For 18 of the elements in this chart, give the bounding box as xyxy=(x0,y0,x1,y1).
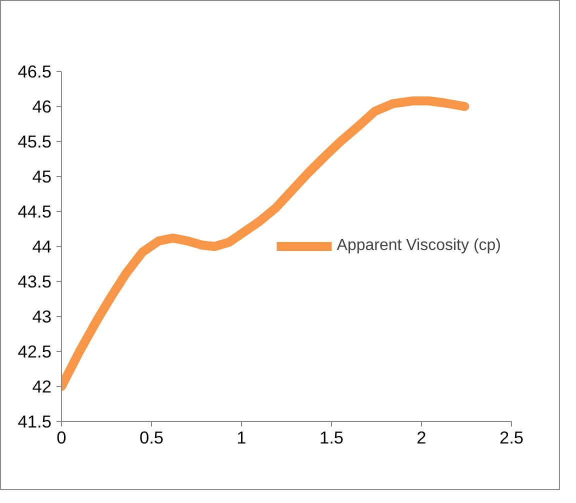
y-tick-label: 43.5 xyxy=(18,272,52,292)
y-tick-label: 43 xyxy=(32,306,52,326)
y-tick-label: 46.5 xyxy=(18,62,52,82)
x-tick-label: 2.5 xyxy=(499,428,524,448)
y-tick-label: 46 xyxy=(32,96,52,116)
x-tick-label: 1.5 xyxy=(319,428,344,448)
x-tick-label: 0.5 xyxy=(139,428,164,448)
y-tick-label: 42.5 xyxy=(18,342,52,362)
y-tick-label: 41.5 xyxy=(18,412,52,432)
x-tick-label: 0 xyxy=(56,428,66,448)
x-tick-label: 2 xyxy=(416,428,426,448)
y-tick-label: 42 xyxy=(32,376,52,396)
y-tick-label: 45 xyxy=(32,166,52,186)
y-tick-label: 45.5 xyxy=(18,132,52,152)
legend-label: Apparent Viscosity (cp) xyxy=(336,237,501,255)
x-tick-label: 1 xyxy=(236,428,246,448)
y-tick-label: 44 xyxy=(32,236,52,256)
y-tick-label: 44.5 xyxy=(18,202,52,222)
